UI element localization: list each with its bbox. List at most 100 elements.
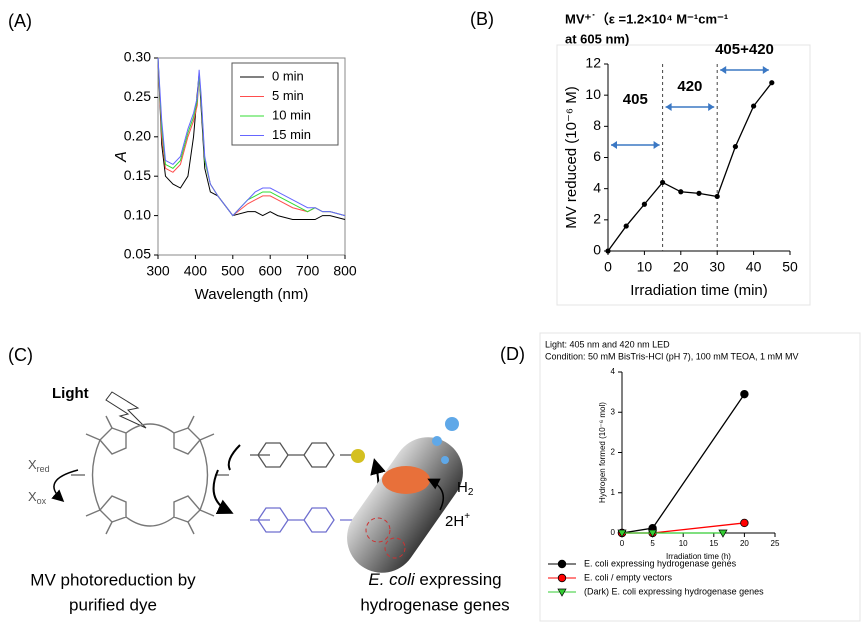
y-axis-label: A: [113, 151, 130, 163]
y-tick-label: 10: [585, 86, 601, 102]
y-axis-label: Hydrogen formed (10⁻⁶ mol): [598, 402, 607, 503]
x-tick-label: 600: [259, 263, 283, 279]
annotation: 405+420: [715, 41, 774, 58]
panel-label: (B): [470, 9, 494, 29]
x-axis-label: Irradiation time (h): [666, 552, 731, 561]
marker: [605, 248, 611, 254]
caption: hydrogenase genes: [360, 595, 509, 614]
bubble: [432, 436, 442, 446]
series-line: [621, 393, 745, 534]
arrow: [227, 444, 241, 471]
arrow: [51, 469, 79, 503]
viologen-oxidized: [250, 442, 362, 468]
chart-subtitle: Condition: 50 mM BisTris-HCl (pH 7), 100…: [545, 351, 799, 361]
marker: [696, 190, 702, 196]
panel-label: (D): [500, 344, 525, 364]
electron: [351, 449, 365, 463]
marker: [740, 518, 749, 528]
viologen-reduced: [250, 507, 362, 533]
x-tick-label: 20: [740, 539, 749, 548]
arrow-head: [665, 103, 672, 111]
marker: [714, 193, 720, 200]
legend-label: 15 min: [272, 127, 311, 142]
porphyrin: [71, 415, 229, 535]
marker: [740, 389, 749, 399]
plot-frame: [157, 57, 346, 256]
legend-label: 5 min: [272, 88, 304, 103]
series-line: [607, 82, 773, 252]
annotation: 420: [677, 78, 702, 95]
chart-title: MV⁺˙（ε =1.2×10⁴ M⁻¹cm⁻¹: [565, 11, 728, 26]
y-tick-label: 0.30: [124, 49, 151, 65]
legend-marker: [557, 588, 567, 597]
x-tick-label: 400: [184, 263, 208, 279]
panel-frame: [539, 332, 861, 622]
arrow-head: [708, 103, 715, 111]
arrow-head: [762, 66, 769, 74]
bubble: [441, 456, 449, 464]
y-tick-label: 0.20: [124, 128, 151, 144]
marker: [678, 189, 684, 195]
x-tick-label: 10: [679, 539, 688, 548]
y-tick-label: 4: [611, 367, 616, 376]
y-tick-label: 2: [611, 448, 616, 457]
panel-frame: [556, 44, 811, 306]
legend-marker: [557, 559, 567, 569]
arrow: [427, 478, 445, 511]
x-axis-label: Irradiation time (min): [630, 282, 768, 299]
h2-label: H2: [457, 479, 474, 498]
arrow-head: [611, 141, 617, 149]
x-tick-label: 0: [604, 259, 612, 275]
x-axis-label: Wavelength (nm): [195, 286, 309, 303]
y-tick-label: 12: [585, 55, 601, 71]
y-tick-label: 0.10: [124, 206, 151, 222]
y-tick-label: 0.15: [124, 167, 151, 183]
caption: E. coli expressing: [368, 570, 501, 589]
legend-marker: [557, 573, 567, 583]
marker: [641, 201, 648, 207]
plasmid: [365, 517, 391, 543]
chart-title: Light: 405 nm and 420 nm LED: [545, 339, 670, 349]
legend-label: 10 min: [272, 107, 311, 122]
arrow-head: [653, 141, 660, 149]
y-tick-label: 0: [593, 242, 601, 258]
y-tick-label: 0.05: [124, 246, 151, 262]
plasmid: [384, 537, 406, 559]
x-tick-label: 20: [673, 259, 689, 275]
series-line: [157, 57, 346, 217]
annotation: 405: [623, 91, 648, 108]
panel-label: (C): [8, 345, 33, 365]
x-tick-label: 800: [333, 263, 357, 279]
x-tick-label: 40: [746, 259, 762, 275]
arrow: [212, 469, 234, 515]
caption: MV photoreduction by: [30, 570, 196, 589]
diagram: (C) Light Xred Xox H2 2H+ MV photoreduct…: [8, 345, 510, 615]
y-tick-label: 0: [611, 528, 616, 537]
chart-subtitle: at 605 nm): [565, 31, 629, 46]
light-label: Light: [52, 385, 89, 402]
x-tick-label: 300: [146, 263, 170, 279]
y-tick-label: 2: [593, 211, 601, 227]
legend-label: 0 min: [272, 68, 304, 83]
x-tick-label: 700: [296, 263, 320, 279]
bubble: [445, 417, 459, 431]
legend-label: E. coli / empty vectors: [584, 572, 673, 582]
marker: [623, 223, 629, 229]
panel-label: (A): [8, 11, 32, 31]
marker: [732, 143, 739, 150]
x-tick-label: 10: [637, 259, 653, 275]
marker: [751, 103, 757, 109]
y-tick-label: 4: [593, 179, 601, 195]
marker: [769, 80, 775, 86]
arrow-head: [720, 66, 727, 74]
hydrogenase: [382, 466, 430, 494]
marker: [660, 179, 666, 186]
marker: [647, 529, 658, 538]
x-tick-label: 50: [782, 259, 798, 275]
lightning: [105, 391, 147, 429]
x-tick-label: 0: [620, 539, 625, 548]
x-ox: Xox: [28, 489, 47, 506]
y-tick-label: 8: [593, 117, 601, 133]
legend-label: (Dark) E. coli expressing hydrogenase ge…: [584, 586, 764, 596]
